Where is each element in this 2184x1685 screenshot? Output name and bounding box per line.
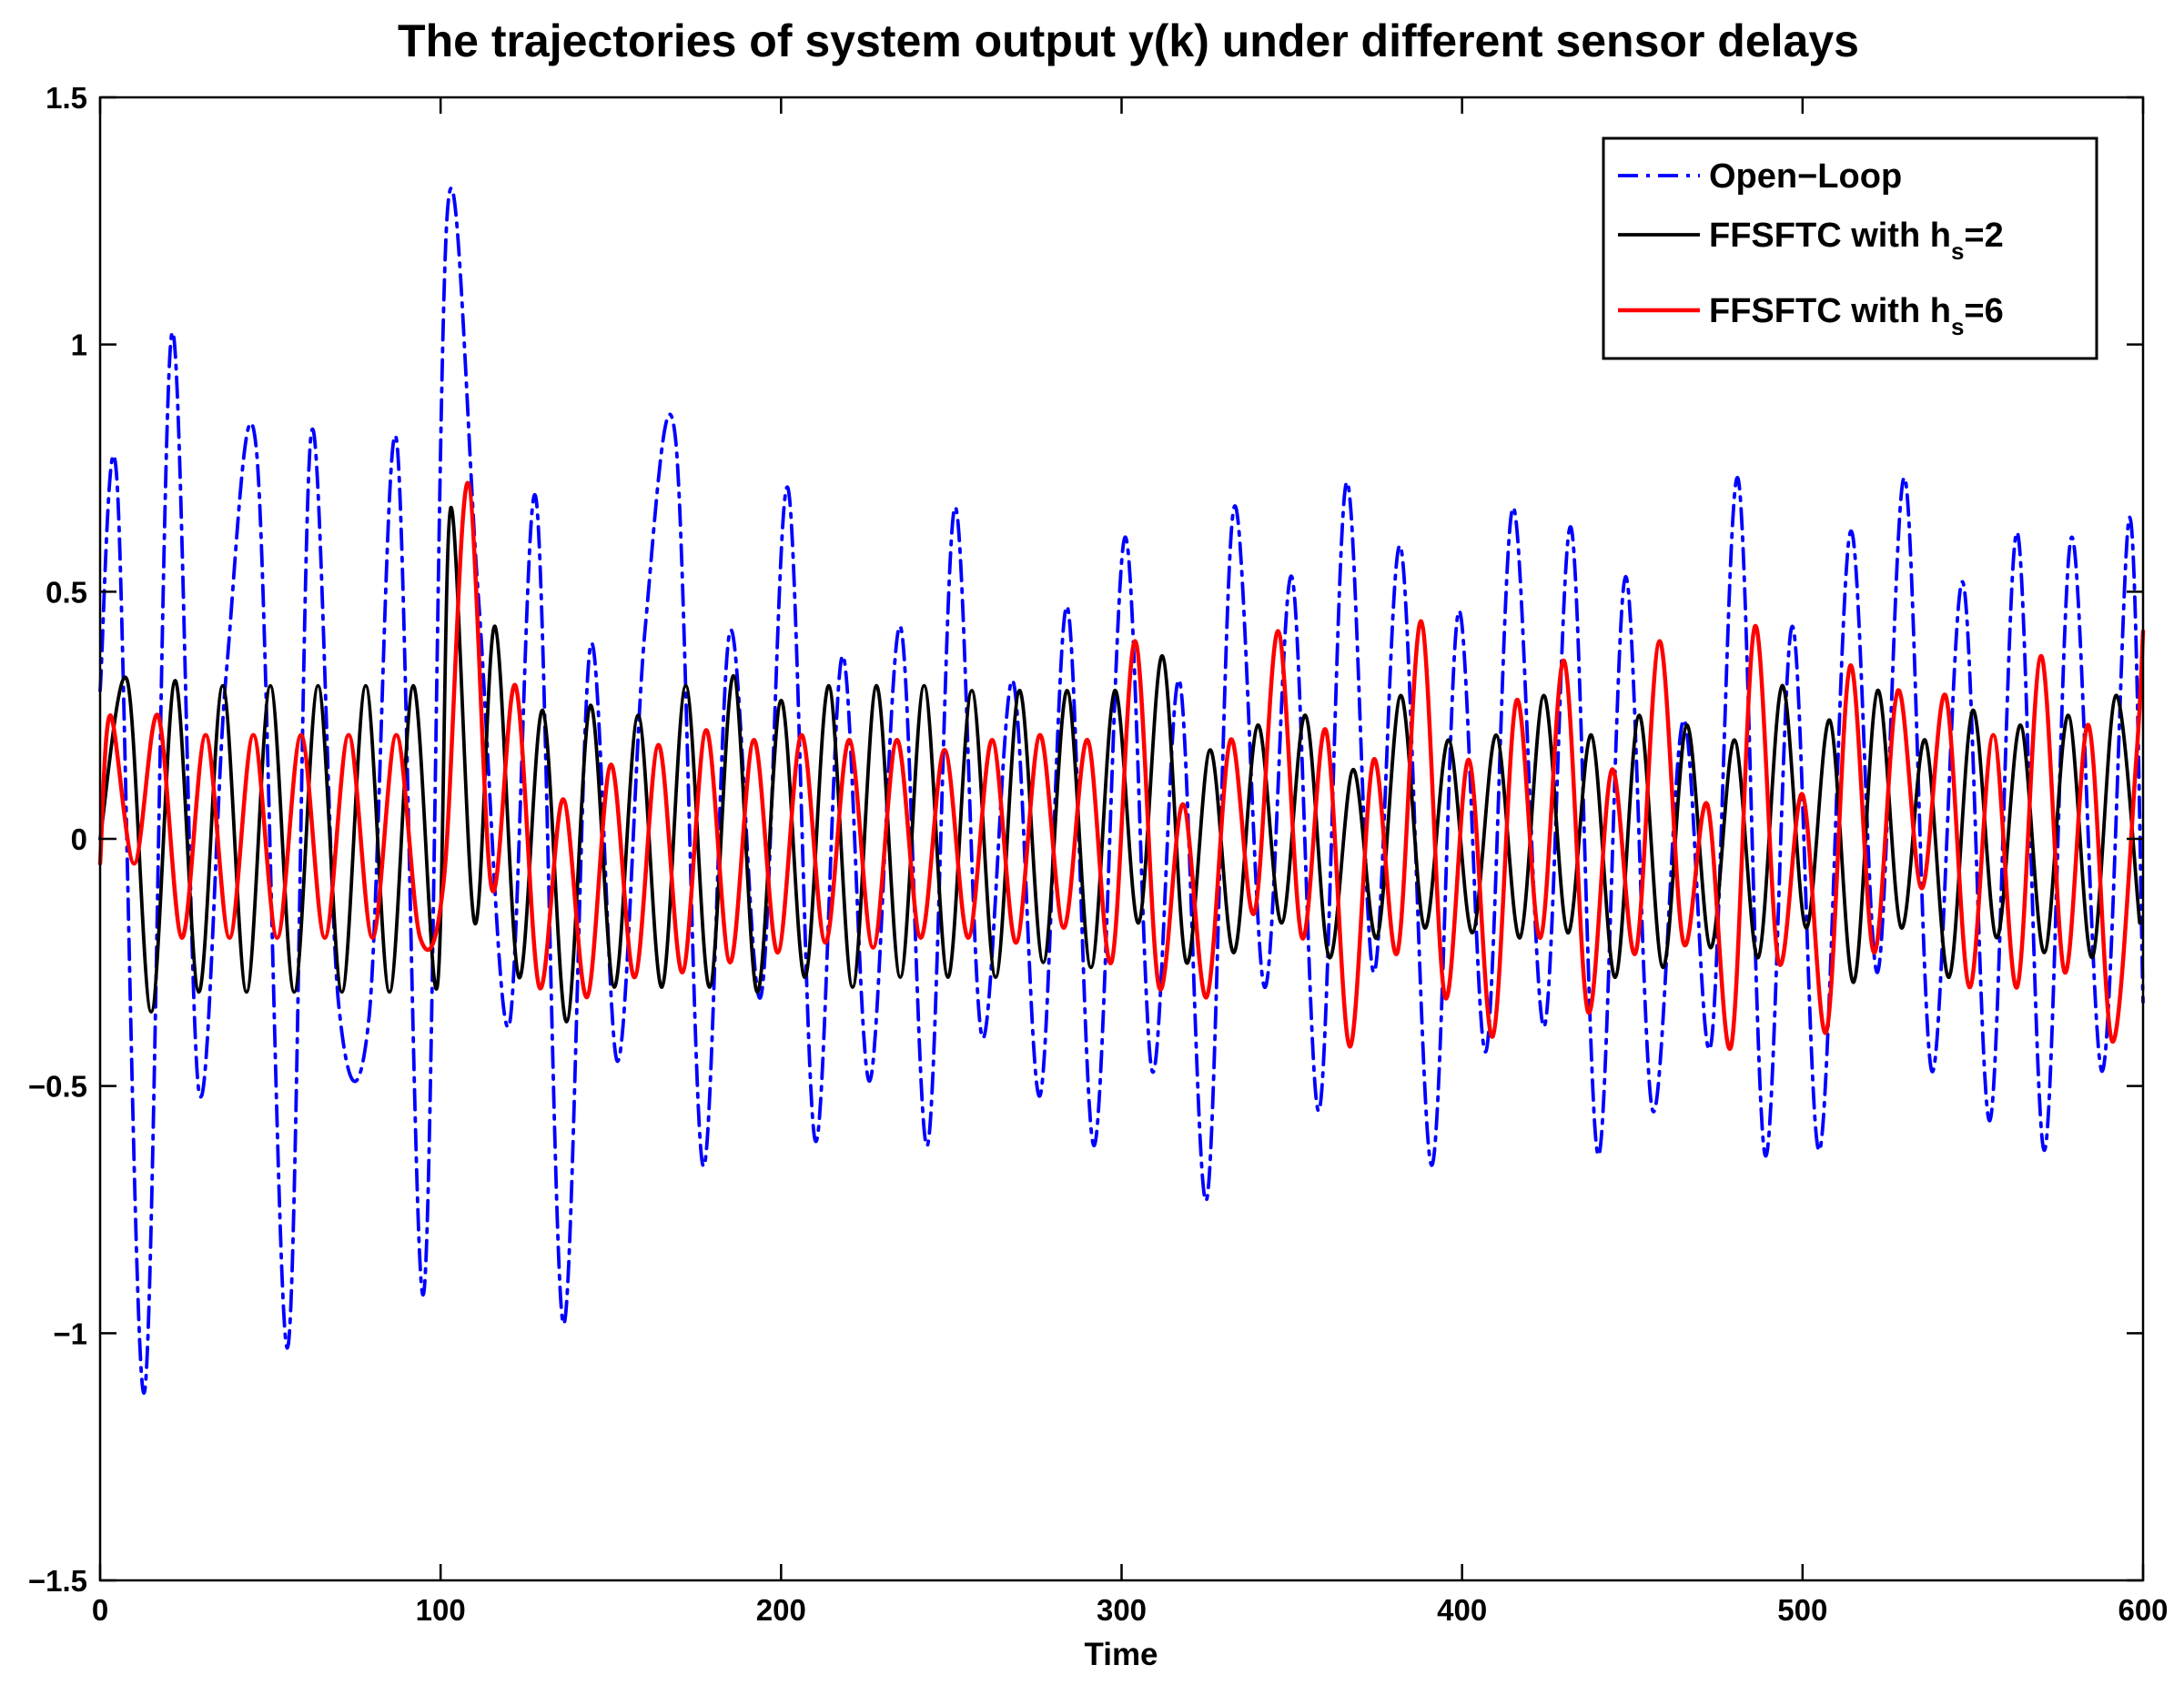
x-tick-label: 500 bbox=[1777, 1593, 1827, 1627]
y-tick-label: 0.5 bbox=[46, 575, 87, 609]
legend: Open−Loop FFSFTC with hs=2 FFSFTC with hs=… bbox=[1602, 136, 2098, 360]
x-tick-label: 100 bbox=[416, 1593, 466, 1627]
legend-label-1: Open−Loop bbox=[1709, 157, 1902, 196]
tick-layer: 0 100 200 300 400 500 600 −1.5 −1 −0.5 0 0.5 1 1.5 bbox=[28, 81, 2169, 1627]
plot-area: 0 100 200 300 400 500 600 −1.5 −1 −0.5 0 0.5 1 1.5 bbox=[28, 81, 2169, 1627]
y-tick-label: −1.5 bbox=[28, 1564, 87, 1598]
y-tick-label: −0.5 bbox=[28, 1070, 87, 1104]
x-tick-label: 400 bbox=[1437, 1593, 1487, 1627]
chart-title: The trajectories of system output y(k) u… bbox=[398, 15, 1859, 66]
x-tick-label: 0 bbox=[92, 1593, 108, 1627]
x-tick-label: 600 bbox=[2118, 1593, 2168, 1627]
x-axis-label: Time bbox=[1084, 1637, 1158, 1672]
y-tick-label: 1.5 bbox=[46, 81, 87, 115]
legend-label-2: FFSFTC with hs=2 bbox=[1709, 217, 2004, 265]
legend-entries: Open−Loop FFSFTC with hs=2 FFSFTC with hs=… bbox=[1618, 157, 2004, 340]
x-tick-label: 300 bbox=[1097, 1593, 1147, 1627]
series-layer bbox=[97, 187, 2146, 1395]
y-tick-label: −1 bbox=[53, 1317, 87, 1350]
legend-box bbox=[1602, 136, 2098, 360]
y-tick-label: 0 bbox=[71, 822, 87, 856]
series-line-3 bbox=[97, 480, 2146, 1052]
y-tick-label: 1 bbox=[71, 328, 87, 362]
legend-label-3: FFSFTC with hs=6 bbox=[1709, 292, 2004, 340]
series-line-2 bbox=[98, 506, 2142, 1024]
x-tick-label: 200 bbox=[756, 1593, 806, 1627]
